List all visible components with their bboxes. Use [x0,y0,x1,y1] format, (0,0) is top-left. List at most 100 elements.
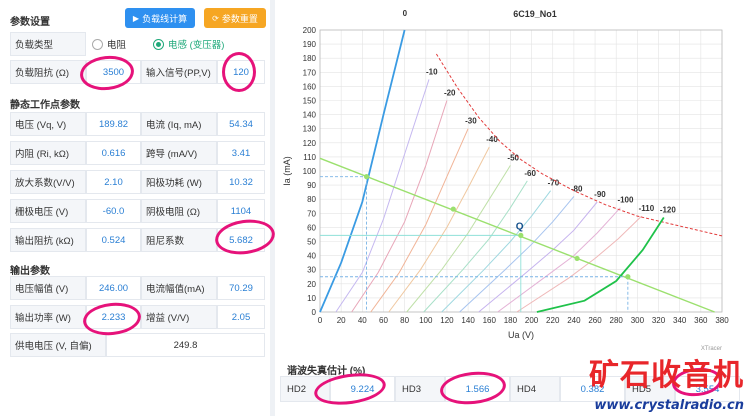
y-tick-label: 30 [307,266,316,275]
y-tick-label: 100 [303,167,317,176]
grid-curve-label: -20 [444,89,456,98]
parameters-panel: 参数设置 ▶ 负载线计算 ⟳ 参数重置 负载类型 电阻 电感 (变压器) 负载阻… [0,0,270,416]
x-tick-label: 380 [715,316,729,325]
power-curve [435,53,723,237]
grid-curve-label: -100 [617,196,634,205]
output-value: 2.233 [86,305,141,329]
radio-unchecked-icon [92,38,103,50]
load-impedance-input[interactable]: 3500 [86,60,141,84]
y-tick-label: 190 [303,40,317,49]
y-tick-label: 160 [303,82,317,91]
load-type-resistor-radio[interactable]: 电阻 [92,32,126,56]
reset-button[interactable]: ⟳ 参数重置 [204,8,266,28]
y-tick-label: 200 [303,26,317,35]
y-tick-label: 70 [307,209,316,218]
output-label: 电压幅值 (V) [10,276,86,300]
static-value: 0.524 [86,228,141,252]
grid-curve-label: -110 [639,204,655,213]
grid-curve [406,165,511,313]
static-value: 10.32 [217,170,265,194]
output-value: 2.05 [217,305,265,329]
x-tick-label: 0 [318,316,323,325]
grid-curve [423,180,528,313]
grid-curve [459,196,575,313]
distortion-value: 0.382 [560,376,625,402]
grid-curve [370,128,469,313]
y-tick-label: 150 [303,97,317,106]
static-params-title: 静态工作点参数 [10,100,80,111]
grid-curve [388,146,490,313]
params-title: 参数设置 [10,17,50,28]
y-tick-label: 50 [307,238,316,247]
operating-point [450,206,456,212]
y-tick-label: 90 [307,181,316,190]
q-point-label: Q [516,221,524,232]
reset-label: 参数重置 [221,13,258,24]
static-label: 电流 (Iq, mA) [141,112,217,136]
x-tick-label: 100 [419,316,433,325]
x-tick-label: 160 [483,316,497,325]
grid-curve [478,201,598,313]
grid-curve-label: -30 [465,117,477,126]
x-tick-label: 140 [461,316,475,325]
x-tick-label: 260 [588,316,602,325]
watermark-url: www.crystalradio.cn [594,398,744,413]
highlighted-curve-label: 0 [403,9,408,18]
grid-curve [351,100,448,313]
highlighted-curve [319,29,406,313]
x-axis-label: Ua (V) [508,330,534,340]
distortion-label: HD2 [280,376,330,402]
radio-label-resistor: 电阻 [107,40,127,51]
operating-point [625,274,631,280]
grid-curve [441,190,552,313]
output-value: 246.00 [86,276,141,300]
static-label: 电压 (Vq, V) [10,112,86,136]
load-type-inductor-radio[interactable]: 电感 (变压器) [153,32,224,56]
distortion-label: HD5 [625,376,675,402]
x-tick-label: 120 [440,316,454,325]
y-tick-label: 120 [303,139,317,148]
output-label: 输出功率 (W) [10,305,86,329]
y-tick-label: 10 [307,294,316,303]
x-tick-label: 80 [400,316,409,325]
highlighted-curve [536,217,665,313]
static-value: 54.34 [217,112,265,136]
supply-voltage-value: 249.8 [106,333,265,357]
grid-curve-label: -60 [524,169,536,178]
output-params-title: 输出参数 [10,266,50,277]
grid-curve-label: -70 [548,179,560,188]
radio-label-inductor: 电感 (变压器) [168,40,225,51]
distortion-value: 1.566 [445,376,510,402]
load-impedance-label: 负载阻抗 (Ω) [10,60,86,84]
x-tick-label: 340 [673,316,687,325]
supply-voltage-label: 供电电压 (V, 自偏) [10,333,106,357]
tube-curve-chart: 0 20 40 60 80 100 120 140 160 180 200 220 240 260 280 3… [282,9,729,352]
output-value: 70.29 [217,276,265,300]
y-tick-label: 40 [307,252,316,261]
static-label: 输出阻抗 (kΩ) [10,228,86,252]
static-value: 1104 [217,199,265,223]
static-value: 2.10 [86,170,141,194]
load-type-label: 负载类型 [10,32,86,56]
load-line-calc-label: 负载线计算 [142,13,188,24]
distortion-value: 3.554 [675,376,740,402]
grid-curve-label: -10 [426,67,438,76]
load-line-calc-button[interactable]: ▶ 负载线计算 [125,8,195,28]
operating-point [363,174,370,180]
chart-credit: XTracer [701,346,722,352]
operating-point [574,255,580,262]
static-label: 放大系数(V/V) [10,170,86,194]
x-tick-label: 20 [337,316,346,325]
input-signal-input[interactable]: 120 [217,60,265,84]
x-tick-label: 240 [567,316,581,325]
static-value: 0.616 [86,141,141,165]
x-tick-label: 360 [694,316,708,325]
y-tick-label: 0 [312,308,317,317]
x-tick-label: 320 [652,316,666,325]
y-tick-label: 110 [303,153,316,162]
grid-curve-label: -50 [507,153,519,162]
chart-panel: 0 20 40 60 80 100 120 140 160 180 200 220 240 260 280 3… [275,0,750,416]
static-value: 189.82 [86,112,141,136]
x-tick-label: 60 [379,316,388,325]
y-axis-label: Ia (mA) [282,156,292,186]
